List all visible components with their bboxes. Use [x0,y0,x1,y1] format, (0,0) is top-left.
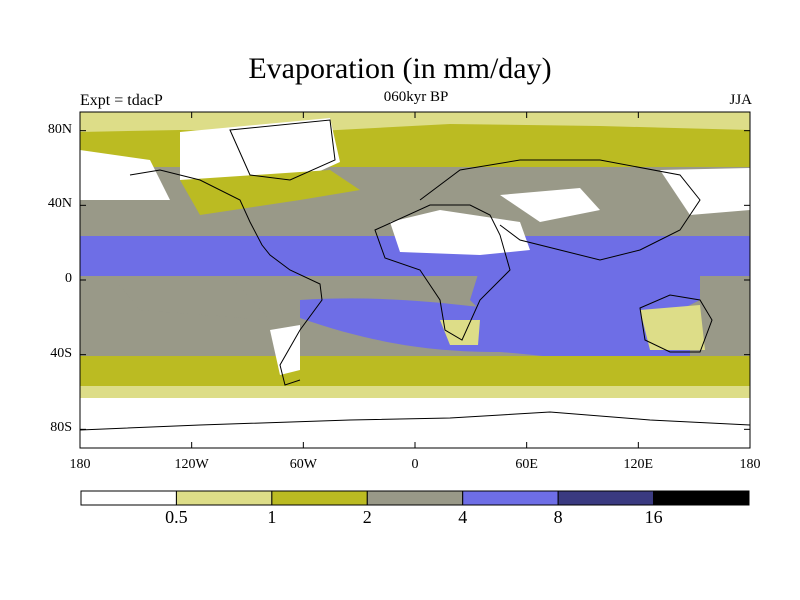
x-tick-label: 180 [69,457,91,472]
coastlines [80,119,750,431]
colorbar-swatch [271,490,368,506]
y-tick-label: 40S [50,345,72,361]
colorbar-swatch [80,490,177,506]
field-south-america-low [270,325,300,375]
field-south-africa [440,320,480,345]
axis-tickmarks [79,112,751,448]
coast-antarctica [80,411,750,431]
field-australia [640,305,705,350]
field-north-pacific-low [80,150,170,200]
field-sahara [390,210,530,255]
colorbar-swatch [366,490,464,506]
colorbar-swatch [462,490,559,506]
x-tick-label: 180 [739,457,761,472]
chart-title: Evaporation (in mm/day) [248,52,552,85]
field-south-midlat [80,356,750,386]
colorbar-label: 0.5 [165,507,188,527]
colorbar-label: 1 [267,507,277,527]
experiment-label: Expt = tdacP [80,92,163,109]
x-tick-label: 120W [174,457,209,472]
field-south-highlat [80,386,750,398]
x-tick-label: 0 [411,457,419,472]
x-tick-label: 60W [289,457,317,472]
coast-eurasia [419,159,701,261]
x-tick-label: 120E [623,457,654,472]
x-tick-label: 60E [515,457,538,472]
map-field [80,112,750,448]
coast-americas [129,169,323,386]
y-tick-label: 40N [47,196,72,212]
field-east-pacific [112,276,270,320]
colorbar [80,490,750,506]
colorbar-label: 16 [644,507,663,527]
field-central-asia [500,188,600,222]
season-label: JJA [729,92,752,108]
chart-subtitle: 060kyr BP [383,89,449,105]
colorbar-swatch [557,490,655,506]
coast-australia [639,294,713,353]
colorbar-label: 2 [362,507,372,527]
y-tick-label: 80S [50,420,72,436]
colorbar-swatch [175,490,273,506]
field-northwest-pacific-low [660,168,750,215]
y-tick-label: 80N [47,121,72,137]
field-antarctic [80,398,750,448]
field-north-atlantic [180,170,360,215]
colorbar-swatch [653,490,750,506]
colorbar-label: 8 [553,507,563,527]
coast-greenland [229,119,336,181]
coast-africa [374,204,511,341]
y-tick-label: 0 [65,271,72,286]
field-south-ocean-high [300,298,690,365]
colorbar-label: 4 [458,507,468,527]
